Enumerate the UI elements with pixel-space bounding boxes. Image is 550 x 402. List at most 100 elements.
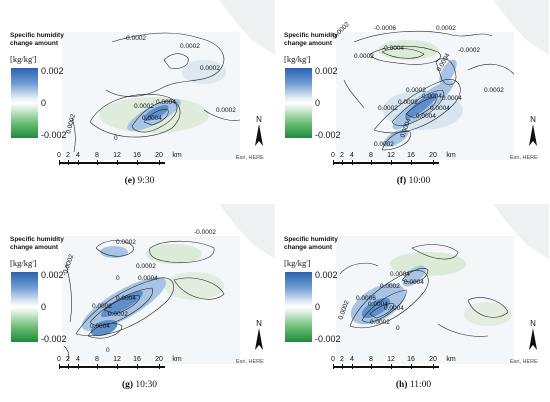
legend: Specific humidity change amount [kg/kg'] … [282, 204, 342, 364]
map-e: -0.0002 0.0002 0.0002 0.0002 0.0004 0.00… [4, 0, 275, 170]
attribution: Esri, HERE [236, 359, 264, 365]
legend-max: 0.002 [315, 270, 338, 280]
scale-tick-label: 2 [66, 356, 70, 363]
contour-label: 0.0004 [384, 305, 404, 312]
contour-label: 0.0002 [354, 53, 374, 60]
legend-mid: 0 [41, 302, 47, 312]
attribution: Esri, HERE [236, 155, 264, 161]
contour-label: 0.0006 [356, 295, 376, 302]
scale-bar: 0 2 4 8 12 16 20 km [57, 152, 229, 172]
scale-tick-label: 8 [369, 152, 373, 159]
contour-label: -0.0002 [194, 229, 216, 236]
north-arrow-icon: N [252, 115, 266, 149]
scale-tick-label: 20 [429, 356, 437, 363]
contour-label: 0.0004 [430, 105, 450, 112]
legend-color-bar [285, 272, 312, 342]
legend-unit: [kg/kg'] [10, 258, 37, 268]
panel-f: -0.0002 -0.0006 -0.0004 0.0002 0.0002 -0… [278, 0, 549, 188]
scale-tick-label: 16 [133, 152, 141, 159]
map-g: -0.0002 0.0002 -0.0002 0.0002 0.0004 0 0… [4, 204, 275, 374]
contour-label: 0.0004 [138, 275, 158, 282]
contour-label: 0.0002 [378, 105, 398, 112]
contour-label: -0.0004 [382, 45, 404, 52]
contour-label: 0.0002 [116, 239, 136, 246]
scale-unit: km [172, 152, 182, 159]
contour-label: 0.0004 [156, 99, 176, 106]
contour-label: 0.0004 [90, 323, 110, 330]
scale-unit: km [446, 356, 456, 363]
contour-label: 0.0002 [216, 107, 236, 114]
legend-max: 0.002 [315, 66, 338, 76]
panel-caption: (f) 10:00 [396, 176, 431, 186]
attribution: Esri, HERE [510, 359, 538, 365]
north-label: N [256, 319, 262, 328]
contour-label: 0.0002 [436, 25, 456, 32]
contour-label: 0 [114, 135, 118, 142]
legend-min: -0.002 [41, 130, 67, 140]
north-arrow-icon: N [252, 319, 266, 353]
contour-label: 0.0002 [370, 319, 390, 326]
scale-unit: km [446, 152, 456, 159]
legend-title: Specific humidity change amount [284, 32, 338, 47]
contour-label: 0.0004 [116, 295, 136, 302]
contour-label: 0.0002 [380, 283, 400, 290]
scale-tick-label: 20 [429, 152, 437, 159]
scale-tick-label: 8 [369, 356, 373, 363]
north-label: N [530, 115, 536, 124]
contour-label: 0.0002 [180, 43, 200, 50]
north-arrow-icon: N [526, 115, 540, 149]
legend-title: Specific humidity change amount [10, 236, 64, 251]
legend-mid: 0 [41, 98, 47, 108]
scale-tick-label: 4 [76, 152, 80, 159]
legend: Specific humidity change amount [kg/kg'] … [8, 204, 68, 364]
contour-label: -0.0002 [124, 35, 146, 42]
legend-unit: [kg/kg'] [10, 54, 37, 64]
legend-unit: [kg/kg'] [284, 54, 311, 64]
contour-label: 0.0004 [368, 301, 388, 308]
legend-title: Specific humidity change amount [284, 236, 338, 251]
contour-label: 0 [106, 347, 110, 354]
contour-label: 0.0004 [404, 279, 424, 286]
panel-caption: (g) 10:30 [121, 380, 158, 390]
scale-tick-label: 4 [350, 152, 354, 159]
contour-label: 0.0002 [108, 311, 128, 318]
scale-tick-label: 4 [76, 356, 80, 363]
scale-tick-label: 16 [407, 356, 415, 363]
panel-caption: (e) 9:30 [124, 176, 155, 186]
panel-g: -0.0002 0.0002 -0.0002 0.0002 0.0004 0 0… [4, 204, 275, 392]
legend-max: 0.002 [41, 270, 64, 280]
contour-label: 0.0004 [416, 113, 436, 120]
contour-label: 0.0002 [484, 87, 504, 94]
legend-min: -0.002 [315, 334, 341, 344]
scale-tick-label: 0 [331, 356, 335, 363]
north-arrow-icon: N [526, 319, 540, 353]
scale-tick-label: 16 [407, 152, 415, 159]
legend-max: 0.002 [41, 66, 64, 76]
scale-tick-label: 4 [350, 356, 354, 363]
scale-tick-label: 2 [66, 152, 70, 159]
scale-tick-label: 8 [95, 356, 99, 363]
scale-bar: 0 2 4 8 12 16 20 km [57, 356, 229, 376]
contour-label: 0.0004 [442, 95, 462, 102]
legend-mid: 0 [315, 98, 321, 108]
legend-min: -0.002 [41, 334, 67, 344]
scale-tick-label: 12 [387, 356, 395, 363]
contour-label: 0.0002 [92, 303, 112, 310]
legend-unit: [kg/kg'] [284, 258, 311, 268]
scale-tick-label: 16 [133, 356, 141, 363]
scale-tick-label: 12 [113, 152, 121, 159]
legend-color-bar [11, 68, 38, 138]
scale-tick-label: 0 [57, 152, 61, 159]
scale-tick-label: 12 [387, 152, 395, 159]
scale-tick-label: 8 [95, 152, 99, 159]
contour-label: -0.0006 [374, 25, 396, 32]
scale-tick-label: 20 [155, 152, 163, 159]
contour-label: 0.0004 [422, 93, 442, 100]
scale-tick-label: 2 [340, 152, 344, 159]
contour-label: 0.0002 [406, 87, 426, 94]
map-f: -0.0002 -0.0006 -0.0004 0.0002 0.0002 -0… [278, 0, 549, 170]
legend-title: Specific humidity change amount [10, 32, 64, 47]
scale-tick-label: 12 [113, 356, 121, 363]
contour-label: -0.0002 [458, 47, 480, 54]
scale-tick-label: 20 [155, 356, 163, 363]
